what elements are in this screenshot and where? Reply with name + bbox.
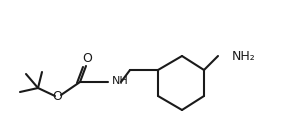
Text: O: O xyxy=(82,53,92,66)
Text: NH: NH xyxy=(112,76,129,86)
Text: O: O xyxy=(52,91,62,103)
Text: NH₂: NH₂ xyxy=(232,50,256,62)
